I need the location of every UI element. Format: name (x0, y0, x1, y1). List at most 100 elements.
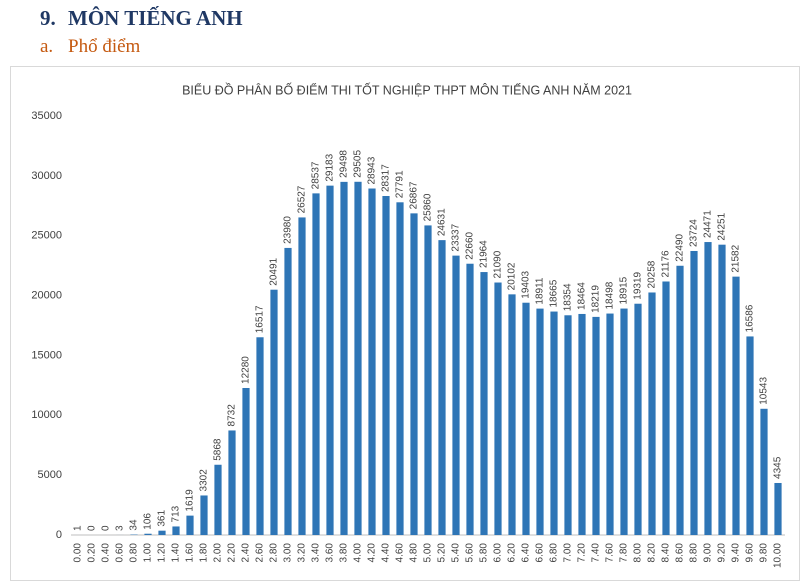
y-tick-label: 5000 (38, 469, 62, 481)
value-label: 22490 (675, 234, 686, 262)
x-tick-label: 3.20 (297, 543, 308, 563)
value-label: 21582 (731, 244, 742, 272)
value-label: 19403 (521, 270, 532, 298)
subheading: a. Phổ điểm (40, 36, 140, 58)
x-tick-label: 9.20 (717, 543, 728, 563)
x-tick-label: 8.60 (675, 543, 686, 563)
x-tick-label: 9.60 (745, 543, 756, 563)
bar (522, 302, 530, 535)
bar (606, 313, 614, 535)
bar (172, 526, 180, 535)
bar (200, 495, 208, 535)
value-label: 3 (115, 525, 126, 531)
value-label: 16517 (255, 305, 266, 333)
value-label: 21964 (479, 240, 490, 268)
value-label: 18498 (605, 281, 616, 309)
x-tick-label: 3.00 (283, 543, 294, 563)
bar (186, 515, 194, 535)
x-tick-label: 1.20 (157, 543, 168, 563)
bar (466, 263, 474, 535)
bar (648, 292, 656, 535)
x-tick-label: 1.80 (199, 543, 210, 563)
value-label: 5868 (213, 438, 224, 461)
x-tick-label: 0.40 (101, 543, 112, 563)
bar (284, 247, 292, 535)
bar (508, 294, 516, 535)
bar (214, 464, 222, 535)
value-label: 10543 (759, 377, 770, 405)
y-tick-label: 25000 (31, 230, 62, 242)
y-tick-label: 20000 (31, 289, 62, 301)
x-tick-label: 7.40 (591, 543, 602, 563)
value-label: 20258 (647, 260, 658, 288)
bar (480, 272, 488, 535)
x-tick-label: 6.40 (521, 543, 532, 563)
x-tick-label: 7.80 (619, 543, 630, 563)
value-label: 0 (101, 525, 112, 531)
value-label: 20491 (269, 257, 280, 285)
bar (452, 255, 460, 535)
bar (746, 336, 754, 535)
x-tick-label: 2.80 (269, 543, 280, 563)
value-label: 16586 (745, 304, 756, 332)
value-label: 28537 (311, 161, 322, 189)
bar (564, 315, 572, 535)
value-label: 18911 (535, 277, 546, 305)
bar (410, 213, 418, 535)
value-label: 21176 (661, 250, 672, 278)
value-label: 21090 (493, 250, 504, 278)
bar (690, 250, 698, 536)
y-tick-label: 30000 (31, 170, 62, 182)
chart-title: BIỂU ĐỒ PHÂN BỐ ĐIỂM THI TỐT NGHIỆP THPT… (182, 82, 632, 97)
x-tick-label: 0.20 (87, 543, 98, 563)
value-label: 1619 (185, 489, 196, 512)
x-tick-label: 6.60 (535, 543, 546, 563)
bar (312, 193, 320, 535)
value-label: 23980 (283, 216, 294, 244)
x-tick-label: 4.40 (381, 543, 392, 563)
bar (326, 185, 334, 535)
bar (270, 289, 278, 535)
value-label: 20102 (507, 262, 518, 290)
x-tick-label: 9.00 (703, 543, 714, 563)
x-tick-label: 6.00 (493, 543, 504, 563)
bar (536, 308, 544, 535)
x-tick-label: 1.00 (143, 543, 154, 563)
bar (298, 217, 306, 536)
x-tick-label: 0.80 (129, 543, 140, 563)
x-tick-label: 5.40 (451, 543, 462, 563)
value-label: 23724 (689, 219, 700, 247)
y-tick-label: 15000 (31, 349, 62, 361)
y-tick-label: 0 (56, 529, 62, 541)
bar (438, 240, 446, 535)
value-label: 106 (143, 513, 154, 530)
bar (732, 276, 740, 535)
value-label: 26867 (409, 181, 420, 209)
value-label: 22660 (465, 231, 476, 259)
value-label: 713 (171, 505, 182, 522)
value-label: 0 (87, 525, 98, 531)
value-label: 18464 (577, 282, 588, 310)
x-tick-label: 4.80 (409, 543, 420, 563)
x-tick-label: 5.20 (437, 543, 448, 563)
x-tick-label: 3.60 (325, 543, 336, 563)
x-tick-label: 8.80 (689, 543, 700, 563)
x-tick-label: 1.40 (171, 543, 182, 563)
x-tick-label: 0.60 (115, 543, 126, 563)
x-tick-label: 10.00 (773, 543, 784, 568)
x-tick-label: 2.40 (241, 543, 252, 563)
heading-number: 9. (40, 6, 56, 30)
bar (158, 530, 166, 535)
x-tick-label: 9.80 (759, 543, 770, 563)
value-label: 18354 (563, 283, 574, 311)
bar (592, 316, 600, 535)
value-label: 34 (129, 519, 140, 531)
x-tick-label: 4.00 (353, 543, 364, 563)
bar (228, 430, 236, 535)
bar (382, 196, 390, 535)
bar (256, 337, 264, 535)
bar (662, 281, 670, 535)
value-label: 18915 (619, 276, 630, 304)
